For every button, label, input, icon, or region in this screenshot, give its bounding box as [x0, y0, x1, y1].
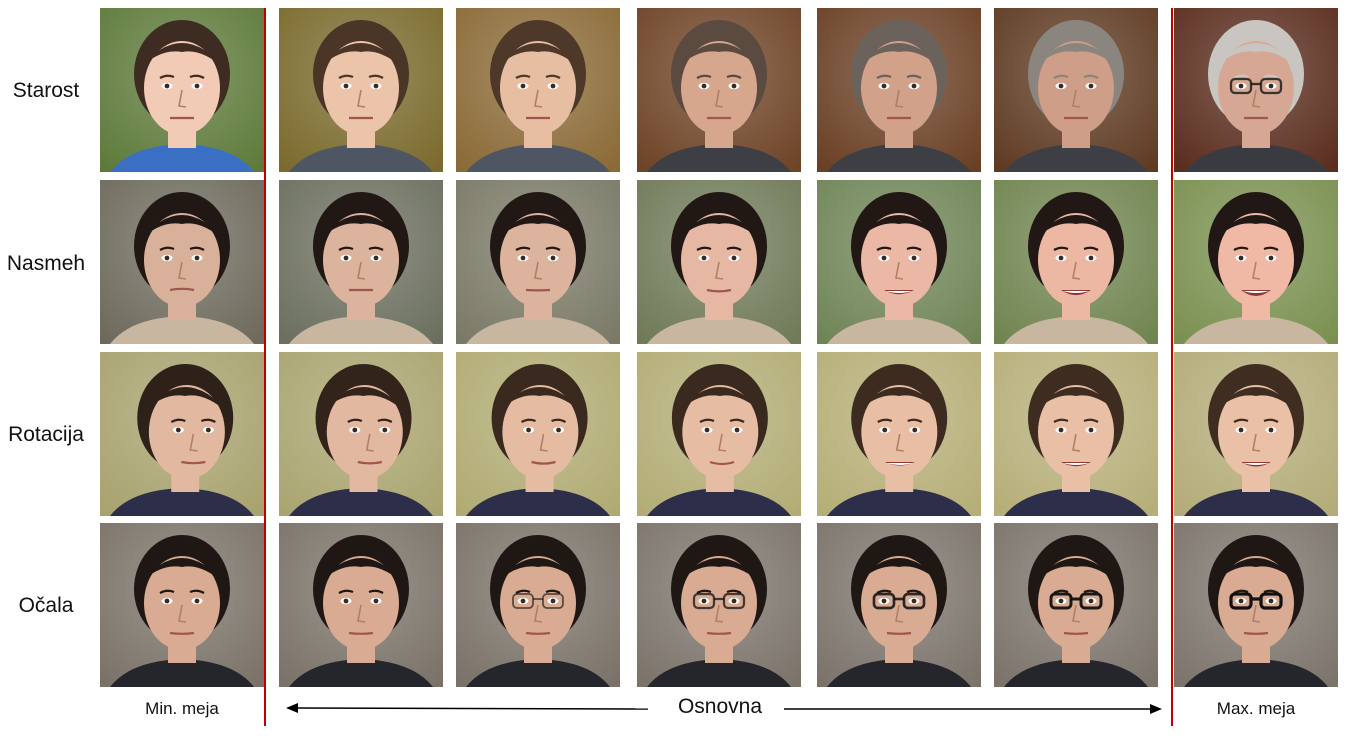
face-image-age-2 [279, 8, 443, 172]
face-image-age-5 [817, 8, 981, 172]
face-image-rotation-5 [817, 352, 981, 516]
face-image-glasses-7 [1174, 523, 1338, 687]
face-image-smile-7 [1174, 180, 1338, 344]
row-label-age: Starost [12, 79, 80, 102]
face-image-smile-5 [817, 180, 981, 344]
face-image-rotation-4 [637, 352, 801, 516]
face-image-smile-2 [279, 180, 443, 344]
left-arrow-line [295, 707, 649, 710]
max-boundary-line [1171, 8, 1173, 726]
row-label-glasses: Očala [18, 594, 74, 617]
face-image-age-4 [637, 8, 801, 172]
face-image-glasses-4 [637, 523, 801, 687]
face-image-rotation-1 [100, 352, 264, 516]
face-image-rotation-6 [994, 352, 1158, 516]
row-label-rotation: Rotacija [8, 423, 84, 446]
face-image-age-3 [456, 8, 620, 172]
left-arrowhead-icon [286, 703, 298, 713]
face-image-smile-4 [637, 180, 801, 344]
max-boundary-label: Max. meja [1216, 699, 1296, 718]
min-boundary-label: Min. meja [145, 699, 219, 718]
face-image-rotation-7 [1174, 352, 1338, 516]
face-image-glasses-6 [994, 523, 1158, 687]
face-image-glasses-1 [100, 523, 264, 687]
face-image-age-6 [994, 8, 1158, 172]
face-image-age-1 [100, 8, 264, 172]
face-image-age-7 [1174, 8, 1338, 172]
face-image-glasses-2 [279, 523, 443, 687]
face-image-glasses-5 [817, 523, 981, 687]
face-image-smile-1 [100, 180, 264, 344]
row-label-smile: Nasmeh [6, 252, 86, 275]
basic-label: Osnovna [677, 695, 763, 718]
face-image-smile-3 [456, 180, 620, 344]
face-image-smile-6 [994, 180, 1158, 344]
min-boundary-line [264, 8, 266, 726]
face-image-rotation-2 [279, 352, 443, 516]
right-arrowhead-icon [1150, 704, 1162, 714]
face-image-rotation-3 [456, 352, 620, 516]
face-image-glasses-3 [456, 523, 620, 687]
